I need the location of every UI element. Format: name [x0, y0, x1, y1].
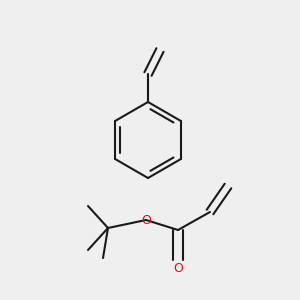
Text: O: O: [141, 214, 151, 226]
Text: O: O: [173, 262, 183, 275]
